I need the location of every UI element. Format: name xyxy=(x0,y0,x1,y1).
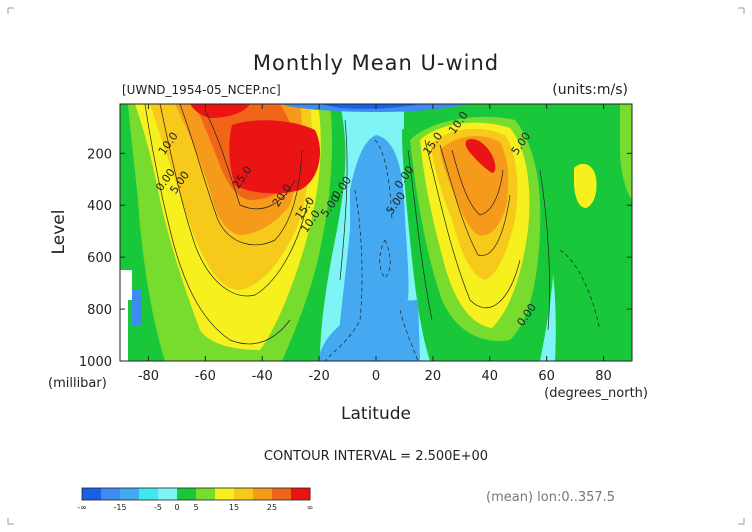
colorbar: -∞ -15 -5 0 5 15 25 ∞ xyxy=(77,487,314,512)
chart-title: Monthly Mean U-wind xyxy=(253,51,499,75)
y-tick-label: 1000 xyxy=(79,355,112,370)
x-tick-label: -60 xyxy=(195,369,216,384)
x-unit-label: (degrees_north) xyxy=(544,386,648,401)
colorbar-label: ∞ xyxy=(307,503,314,512)
colorbar-label: 25 xyxy=(267,503,277,512)
x-tick-label: 0 xyxy=(372,369,380,384)
colorbar-swatch xyxy=(120,488,140,500)
colorbar-label: -5 xyxy=(154,503,162,512)
missing-south-pole xyxy=(120,270,132,361)
contour-fill xyxy=(120,104,632,361)
y-unit-label: (millibar) xyxy=(48,376,107,391)
band-10-polar xyxy=(574,163,597,208)
x-axis-label: Latitude xyxy=(341,404,411,424)
x-tick-label: 20 xyxy=(425,369,442,384)
x-tick-label: -20 xyxy=(308,369,329,384)
band-neg-top-core xyxy=(320,104,420,109)
colorbar-swatch xyxy=(272,488,292,500)
band-max-south xyxy=(229,120,320,194)
contour-lines xyxy=(144,104,550,345)
y-tick-label: 600 xyxy=(87,251,112,266)
colorbar-swatch xyxy=(158,488,178,500)
x-tick-label: 60 xyxy=(538,369,555,384)
colorbar-swatch xyxy=(196,488,216,500)
y-axis-ticks: 200 400 600 800 1000 xyxy=(79,147,632,370)
x-tick-label: -40 xyxy=(252,369,273,384)
colorbar-label: 0 xyxy=(174,503,179,512)
units-label: (units:m/s) xyxy=(552,82,628,98)
colorbar-swatch xyxy=(82,488,102,500)
colorbar-label: -15 xyxy=(113,503,126,512)
averaging-note: (mean) lon:0..357.5 xyxy=(486,490,615,505)
contour-lines-negative xyxy=(324,139,601,361)
x-tick-label: 80 xyxy=(595,369,612,384)
colorbar-swatch xyxy=(215,488,235,500)
x-tick-label: -80 xyxy=(138,369,159,384)
plot-area: 10.05.000.00 25.020.015.010.05.000.00 0.00… xyxy=(79,103,633,384)
band-max-north xyxy=(465,138,496,173)
corner-marks xyxy=(7,7,745,525)
y-tick-label: 800 xyxy=(87,303,112,318)
x-axis-ticks: -80 -60 -40 -20 0 20 40 60 80 xyxy=(138,104,612,384)
colorbar-label: 5 xyxy=(193,503,198,512)
colorbar-label: 15 xyxy=(229,503,239,512)
colorbar-frame xyxy=(81,487,311,501)
band-neg-surface xyxy=(318,300,420,361)
x-tick-label: 40 xyxy=(482,369,499,384)
colorbar-swatch xyxy=(234,488,254,500)
colorbar-swatch xyxy=(101,488,121,500)
colorbar-swatch xyxy=(253,488,273,500)
colorbar-swatch xyxy=(291,488,311,500)
y-tick-label: 200 xyxy=(87,147,112,162)
y-axis-label: Level xyxy=(49,210,69,255)
contour-interval-text: CONTOUR INTERVAL = 2.500E+00 xyxy=(264,449,488,464)
colorbar-swatch xyxy=(177,488,197,500)
band-5-polar xyxy=(620,104,632,200)
y-tick-label: 400 xyxy=(87,199,112,214)
colorbar-swatch xyxy=(139,488,159,500)
band-neg-pole-south xyxy=(132,290,142,325)
colorbar-label: -∞ xyxy=(77,503,87,512)
dataset-label: [UWND_1954-05_NCEP.nc] xyxy=(122,83,281,97)
